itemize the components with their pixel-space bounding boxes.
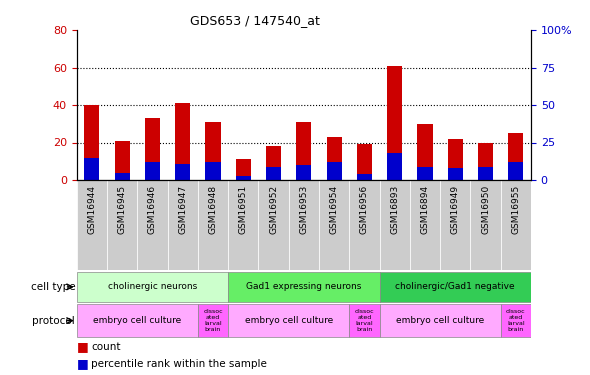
Text: GSM16894: GSM16894 bbox=[421, 184, 430, 234]
Text: ■: ■ bbox=[77, 357, 88, 370]
Text: GSM16951: GSM16951 bbox=[239, 184, 248, 234]
Bar bbox=[357, 144, 372, 180]
Bar bbox=[448, 168, 463, 180]
Text: GSM16955: GSM16955 bbox=[512, 184, 520, 234]
Bar bbox=[114, 172, 130, 180]
Text: GSM16944: GSM16944 bbox=[87, 184, 96, 234]
Text: count: count bbox=[91, 342, 121, 352]
Text: GSM16954: GSM16954 bbox=[330, 184, 339, 234]
FancyBboxPatch shape bbox=[501, 304, 531, 337]
Bar bbox=[114, 141, 130, 180]
Bar bbox=[417, 166, 432, 180]
FancyBboxPatch shape bbox=[379, 304, 501, 337]
FancyBboxPatch shape bbox=[77, 180, 107, 270]
Bar bbox=[417, 124, 432, 180]
Bar bbox=[478, 142, 493, 180]
Bar bbox=[266, 146, 281, 180]
Bar bbox=[84, 158, 99, 180]
Text: protocol: protocol bbox=[32, 316, 75, 326]
FancyBboxPatch shape bbox=[258, 180, 289, 270]
FancyBboxPatch shape bbox=[501, 180, 531, 270]
Text: GSM16953: GSM16953 bbox=[299, 184, 309, 234]
FancyBboxPatch shape bbox=[319, 180, 349, 270]
Text: cell type: cell type bbox=[31, 282, 75, 292]
Text: GSM16945: GSM16945 bbox=[117, 184, 127, 234]
Text: GSM16947: GSM16947 bbox=[178, 184, 187, 234]
Bar bbox=[296, 122, 312, 180]
FancyBboxPatch shape bbox=[137, 180, 168, 270]
Bar bbox=[296, 165, 312, 180]
FancyBboxPatch shape bbox=[440, 180, 470, 270]
Bar bbox=[448, 139, 463, 180]
Bar bbox=[205, 162, 221, 180]
Text: GSM16952: GSM16952 bbox=[269, 184, 278, 234]
Text: dissoc
ated
larval
brain: dissoc ated larval brain bbox=[506, 309, 526, 332]
Text: cholinergic/Gad1 negative: cholinergic/Gad1 negative bbox=[395, 282, 515, 291]
Text: embryo cell culture: embryo cell culture bbox=[93, 316, 181, 325]
Bar bbox=[84, 105, 99, 180]
Text: dissoc
ated
larval
brain: dissoc ated larval brain bbox=[355, 309, 374, 332]
Bar bbox=[205, 122, 221, 180]
Bar bbox=[175, 103, 190, 180]
Text: GSM16946: GSM16946 bbox=[148, 184, 157, 234]
FancyBboxPatch shape bbox=[77, 304, 198, 337]
Text: dissoc
ated
larval
brain: dissoc ated larval brain bbox=[203, 309, 223, 332]
Bar bbox=[145, 118, 160, 180]
FancyBboxPatch shape bbox=[349, 304, 379, 337]
FancyBboxPatch shape bbox=[410, 180, 440, 270]
FancyBboxPatch shape bbox=[228, 272, 379, 302]
Text: Gad1 expressing neurons: Gad1 expressing neurons bbox=[246, 282, 362, 291]
FancyBboxPatch shape bbox=[228, 304, 349, 337]
FancyBboxPatch shape bbox=[228, 180, 258, 270]
Bar bbox=[508, 162, 523, 180]
Text: GSM16893: GSM16893 bbox=[390, 184, 399, 234]
FancyBboxPatch shape bbox=[379, 272, 531, 302]
Text: percentile rank within the sample: percentile rank within the sample bbox=[91, 359, 267, 369]
Bar bbox=[387, 153, 402, 180]
FancyBboxPatch shape bbox=[198, 304, 228, 337]
FancyBboxPatch shape bbox=[198, 180, 228, 270]
Text: cholinergic neurons: cholinergic neurons bbox=[108, 282, 197, 291]
FancyBboxPatch shape bbox=[379, 180, 410, 270]
Bar bbox=[357, 174, 372, 180]
Text: embryo cell culture: embryo cell culture bbox=[245, 316, 333, 325]
FancyBboxPatch shape bbox=[77, 272, 228, 302]
FancyBboxPatch shape bbox=[349, 180, 379, 270]
Bar bbox=[235, 159, 251, 180]
FancyBboxPatch shape bbox=[289, 180, 319, 270]
Bar bbox=[235, 176, 251, 180]
Text: GSM16948: GSM16948 bbox=[208, 184, 218, 234]
Text: GDS653 / 147540_at: GDS653 / 147540_at bbox=[190, 15, 320, 27]
Bar bbox=[327, 162, 342, 180]
Bar bbox=[387, 66, 402, 180]
Text: GSM16950: GSM16950 bbox=[481, 184, 490, 234]
FancyBboxPatch shape bbox=[470, 180, 501, 270]
Text: GSM16956: GSM16956 bbox=[360, 184, 369, 234]
Bar bbox=[175, 164, 190, 180]
Text: embryo cell culture: embryo cell culture bbox=[396, 316, 484, 325]
Bar bbox=[508, 133, 523, 180]
FancyBboxPatch shape bbox=[107, 180, 137, 270]
Bar bbox=[266, 166, 281, 180]
Bar bbox=[327, 137, 342, 180]
FancyBboxPatch shape bbox=[168, 180, 198, 270]
Bar bbox=[478, 166, 493, 180]
Text: GSM16949: GSM16949 bbox=[451, 184, 460, 234]
Bar bbox=[145, 162, 160, 180]
Text: ■: ■ bbox=[77, 340, 88, 353]
